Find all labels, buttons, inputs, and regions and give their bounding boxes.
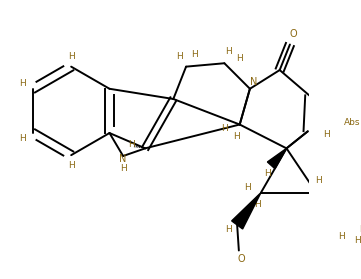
Text: H: H — [19, 79, 26, 88]
Text: H: H — [68, 52, 75, 61]
Text: H: H — [176, 52, 183, 61]
Text: O: O — [238, 254, 245, 264]
Text: H: H — [323, 130, 330, 139]
Text: H: H — [264, 169, 271, 178]
Text: H: H — [354, 236, 361, 245]
Text: H: H — [191, 50, 198, 59]
Text: H: H — [19, 134, 26, 143]
Text: H: H — [236, 54, 243, 63]
Text: H: H — [225, 47, 232, 56]
FancyBboxPatch shape — [334, 112, 361, 134]
Text: H: H — [233, 132, 240, 141]
Text: Abs: Abs — [344, 118, 360, 127]
Text: H: H — [225, 225, 232, 234]
Polygon shape — [232, 193, 261, 229]
Text: H: H — [359, 225, 361, 234]
Text: H: H — [254, 200, 261, 209]
Text: H: H — [221, 124, 228, 133]
Text: N: N — [251, 77, 258, 87]
Text: H: H — [120, 164, 126, 173]
Text: H: H — [316, 176, 322, 185]
Text: H: H — [68, 161, 75, 170]
Polygon shape — [268, 148, 287, 169]
Text: O: O — [290, 29, 297, 39]
Text: H: H — [339, 232, 345, 241]
Text: H: H — [128, 140, 135, 149]
Text: N: N — [119, 154, 127, 164]
Text: H: H — [244, 183, 251, 192]
